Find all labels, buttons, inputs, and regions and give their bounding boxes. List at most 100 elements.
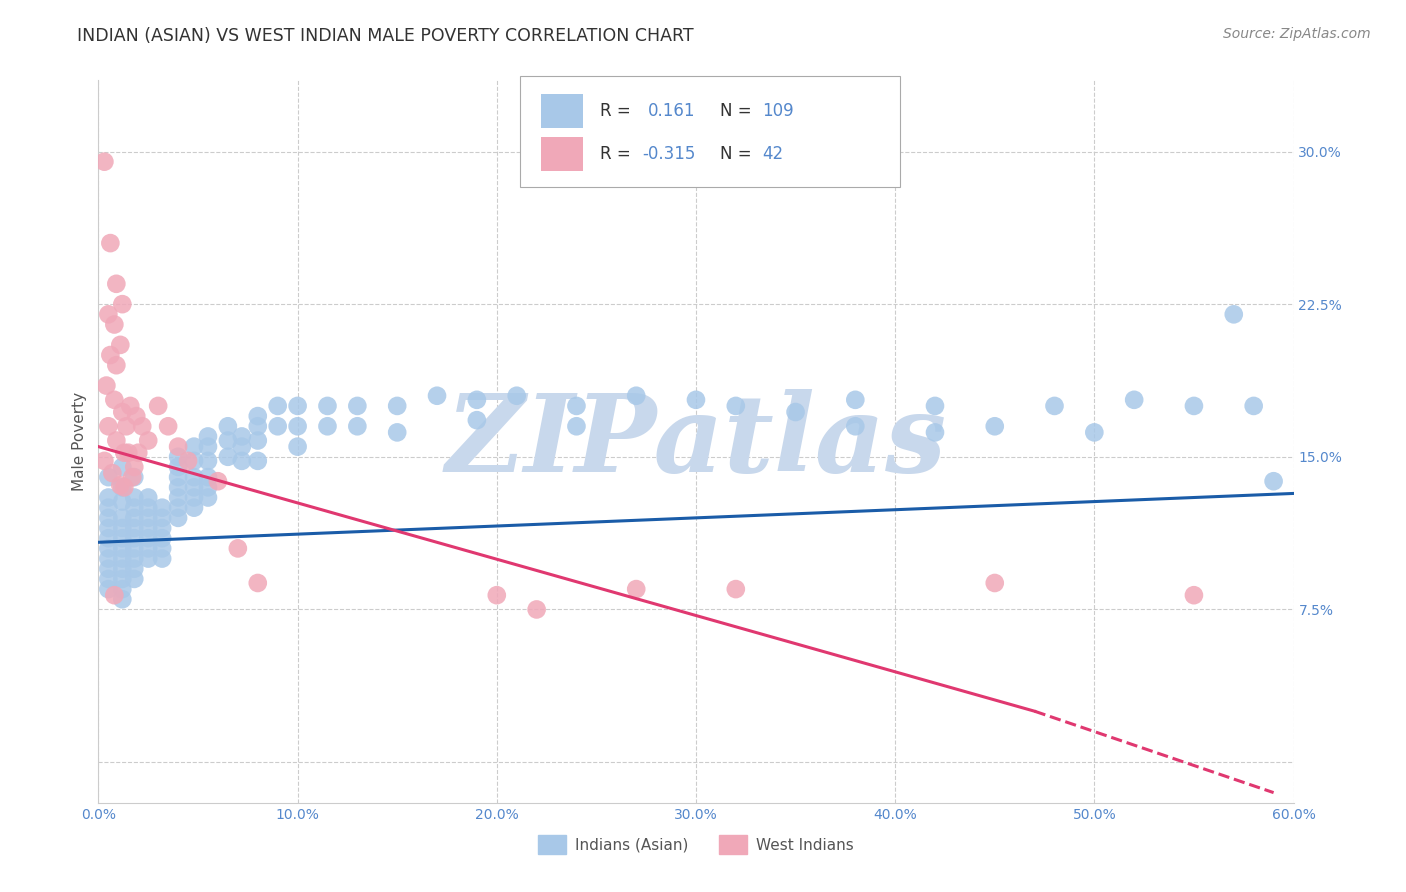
Point	[97, 521, 120, 535]
Point	[150, 531, 173, 545]
Text: N =: N =	[720, 145, 751, 163]
Point	[217, 419, 239, 434]
Point	[1182, 399, 1205, 413]
Point	[287, 399, 309, 413]
Point	[346, 399, 368, 413]
Point	[844, 419, 866, 434]
Point	[124, 562, 146, 576]
Point	[385, 425, 409, 440]
Point	[111, 572, 134, 586]
Text: 109: 109	[762, 102, 793, 120]
Point	[183, 500, 205, 515]
Text: R =: R =	[600, 102, 637, 120]
Point	[97, 582, 120, 596]
Point	[124, 511, 146, 525]
Point	[136, 521, 159, 535]
Point	[183, 491, 205, 505]
Point	[136, 434, 159, 448]
Point	[385, 399, 409, 413]
Point	[121, 470, 143, 484]
Text: R =: R =	[600, 145, 631, 163]
Point	[150, 511, 173, 525]
Point	[226, 541, 249, 556]
Point	[984, 419, 1007, 434]
Point	[111, 511, 134, 525]
Point	[785, 405, 807, 419]
Point	[150, 500, 173, 515]
Point	[111, 494, 134, 508]
Point	[111, 592, 134, 607]
Point	[626, 582, 648, 596]
Point	[103, 588, 125, 602]
Point	[1043, 399, 1066, 413]
Point	[124, 531, 146, 545]
Point	[97, 562, 120, 576]
Point	[984, 576, 1007, 591]
Point	[111, 480, 134, 494]
Point	[97, 531, 120, 545]
Point	[150, 521, 173, 535]
Point	[246, 409, 269, 423]
Point	[157, 419, 180, 434]
Point	[111, 405, 134, 419]
Point	[183, 480, 205, 494]
Point	[1123, 392, 1146, 407]
Point	[111, 551, 134, 566]
Point	[148, 399, 170, 413]
Point	[924, 425, 946, 440]
Point	[111, 460, 134, 475]
Point	[111, 297, 134, 311]
Point	[125, 409, 148, 423]
Point	[124, 470, 146, 484]
Point	[96, 378, 118, 392]
Point	[97, 470, 120, 484]
Point	[111, 582, 134, 596]
Point	[120, 399, 142, 413]
Point	[124, 521, 146, 535]
Point	[167, 450, 190, 464]
Point	[246, 454, 269, 468]
Y-axis label: Male Poverty: Male Poverty	[72, 392, 87, 491]
Point	[207, 474, 229, 488]
Point	[231, 440, 253, 454]
Point	[565, 419, 588, 434]
Point	[217, 434, 239, 448]
Point	[177, 454, 200, 468]
Point	[136, 511, 159, 525]
Legend: Indians (Asian), West Indians: Indians (Asian), West Indians	[533, 830, 859, 860]
Point	[167, 511, 190, 525]
Point	[316, 399, 339, 413]
Point	[103, 318, 125, 332]
Point	[136, 491, 159, 505]
Point	[136, 541, 159, 556]
Point	[136, 531, 159, 545]
Point	[93, 454, 115, 468]
Point	[287, 419, 309, 434]
Point	[105, 277, 128, 291]
Point	[127, 446, 149, 460]
Point	[93, 154, 115, 169]
Point	[1223, 307, 1246, 321]
Point	[111, 521, 134, 535]
Point	[150, 541, 173, 556]
Point	[197, 491, 219, 505]
Point	[136, 500, 159, 515]
Point	[97, 500, 120, 515]
Point	[267, 419, 290, 434]
Text: N =: N =	[720, 102, 751, 120]
Point	[97, 419, 120, 434]
Point	[346, 419, 368, 434]
Point	[97, 491, 120, 505]
Point	[98, 348, 122, 362]
Point	[246, 419, 269, 434]
Point	[112, 446, 135, 460]
Point	[167, 491, 190, 505]
Point	[246, 576, 269, 591]
Point	[97, 541, 120, 556]
Point	[131, 419, 153, 434]
Text: Source: ZipAtlas.com: Source: ZipAtlas.com	[1223, 27, 1371, 41]
Point	[124, 541, 146, 556]
Point	[316, 419, 339, 434]
Point	[97, 511, 120, 525]
Point	[110, 478, 132, 492]
